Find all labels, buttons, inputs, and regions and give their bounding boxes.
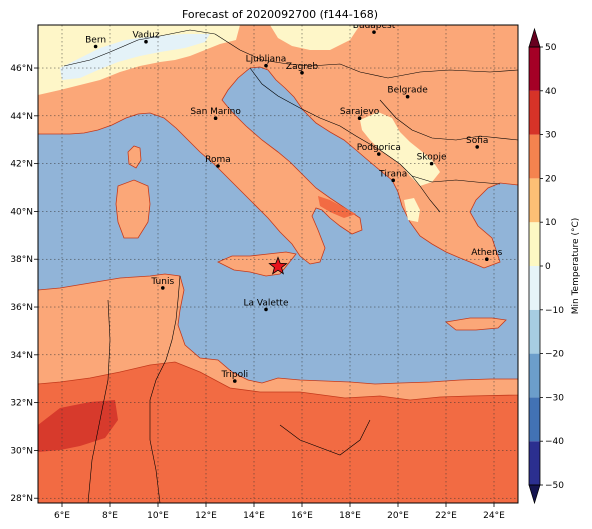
colorbar-tick-label: 10 [545,218,557,228]
lat-tick-label: 36°N [10,303,33,313]
city-label: La Valette [244,298,289,308]
city-dot [264,307,268,312]
map-frame [37,24,519,504]
lat-tick-label: 42°N [10,160,33,170]
city-dot [144,39,148,44]
colorbar-tick-label: 0 [545,262,551,272]
city-label: Athens [471,248,502,258]
city-label: Tripoli [220,370,248,380]
crete [445,317,507,331]
lat-tick-label: 30°N [10,446,33,456]
map-title: Forecast of 2020092700 (f144-168) [182,8,378,21]
calabria-hot-zone [318,196,356,218]
city-label: Roma [205,155,231,165]
city-dot [300,71,304,75]
graticule [38,25,518,503]
colorbar-tick-label: 40 [545,87,557,97]
colorbar-tick-labels: −50 −40 −30 −20 −10 0 10 20 30 40 50 [540,43,564,491]
city-label: San Marino [190,107,241,117]
city-dot [161,286,165,290]
city-dot [391,178,396,183]
city-label: Budapest [353,21,396,31]
city-label: Zagreb [286,62,318,72]
colorbar-segment [529,353,540,398]
alpine-cold-zone [60,34,210,80]
city-dot [475,145,480,149]
lat-tick-label: 28°N [10,494,33,504]
lat-tick-label: 38°N [10,255,33,265]
city-label: Bern [85,36,106,46]
lon-tick-label: 8°E [102,511,118,521]
colorbar-tick-label: −20 [545,350,564,360]
city-dot [213,116,218,121]
latitude-labels: 28°N 30°N 32°N 34°N 36°N 38°N 40°N 42°N 44°N 46°N [10,64,38,504]
lon-tick-label: 18°E [339,511,361,521]
lat-tick-label: 40°N [10,207,33,217]
colorbar-segment [529,266,540,310]
africa-hot-zone [38,400,118,452]
colorbar-segment [529,47,540,91]
colorbar-tick-label: −30 [545,393,564,403]
balkan-cool-zone [360,112,440,186]
colorbar-max-extension [528,27,541,48]
colorbar-segment [529,134,540,179]
city-dot [93,44,98,49]
colorbar [528,27,541,505]
lon-tick-label: 24°E [483,511,505,521]
longitude-labels: 6°E 8°E 10°E 12°E 14°E 16°E 18°E 20°E 22°E 24°E [54,503,505,521]
city-label: Tirana [378,169,407,179]
city-label: Skopje [417,153,447,163]
colorbar-tick-label: −10 [545,306,564,316]
city-label: Sarajevo [340,107,380,117]
central-europe-cool-zone [270,25,360,50]
city-dot [372,30,376,34]
colorbar-segment [529,222,540,266]
city-dot [485,257,489,262]
lon-tick-label: 6°E [54,511,70,521]
sardinia [115,179,151,239]
lat-tick-label: 32°N [10,399,33,409]
city-label: Sofia [466,136,488,146]
colorbar-segment [529,397,540,442]
colorbar-min-extension [528,484,541,505]
colorbar-segment [529,309,540,354]
lon-tick-label: 10°E [147,511,169,521]
lon-tick-label: 20°E [387,511,409,521]
city-dot [216,164,220,168]
city-dot [377,152,381,156]
colorbar-segment [529,441,540,485]
city-dot [357,116,362,121]
greece-cool-zone [404,198,420,222]
city-label: Podgorica [357,143,401,153]
colorbar-tick-label: −40 [545,437,564,447]
city-dot [233,379,237,383]
colorbar-tick-label: 50 [545,43,557,53]
lon-tick-label: 22°E [435,511,457,521]
city-dot [264,63,268,68]
city-label: Belgrade [387,86,428,96]
city-label: Vaduz [132,31,159,41]
colorbar-segment [529,178,540,223]
corsica [127,145,142,169]
lat-tick-label: 44°N [10,112,33,122]
lon-tick-label: 12°E [195,511,217,521]
lon-tick-label: 16°E [291,511,313,521]
location-star-marker [268,256,288,275]
colorbar-tick-label: 20 [545,174,557,184]
city-dot [429,161,434,166]
colorbar-label: Min Temperature (°C) [571,218,581,315]
colorbar-tick-label: 30 [545,131,557,141]
colorbar-segment [529,90,540,135]
colorbar-tick-label: −50 [545,481,564,491]
lat-tick-label: 34°N [10,351,33,361]
lon-tick-label: 14°E [243,511,265,521]
city-label: Tunis [150,277,174,287]
lat-tick-label: 46°N [10,64,33,74]
city-label: Ljubljana [246,55,287,65]
city-dot [405,94,410,99]
